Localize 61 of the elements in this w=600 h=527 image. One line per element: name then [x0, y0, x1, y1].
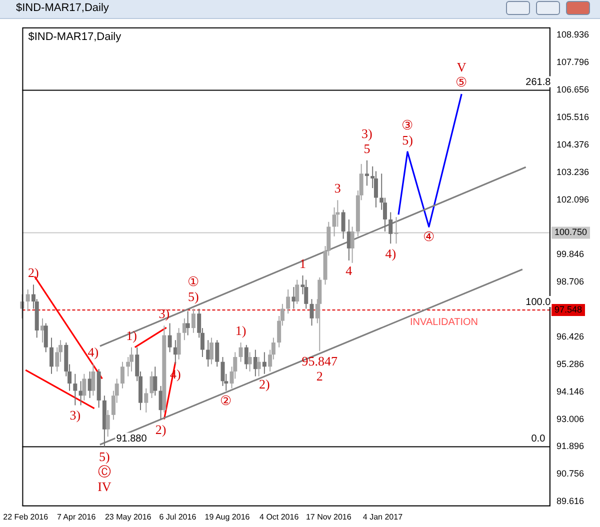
x-tick-label: 6 Jul 2016: [159, 512, 197, 522]
annotation: 1: [299, 256, 306, 271]
y-tick-label: 96.426: [556, 332, 584, 342]
annotation: 2): [155, 422, 166, 438]
ref-line-label: 100.750: [554, 227, 588, 238]
x-tick-label: 19 Aug 2016: [204, 512, 250, 522]
x-tick-label: 4 Jan 2017: [362, 512, 404, 522]
annotation: IV: [98, 479, 112, 494]
annotation: 3): [70, 408, 81, 423]
y-tick-label: 95.286: [556, 359, 584, 370]
annotation: ①: [187, 274, 200, 290]
annotation: 3: [334, 180, 341, 196]
annotation: 5: [364, 140, 370, 156]
y-tick-label: 107.796: [556, 57, 590, 68]
y-tick-label: 94.146: [556, 386, 584, 397]
y-tick-label: 91.896: [556, 440, 584, 451]
annotation: 261.8: [526, 76, 552, 88]
annotation: V: [456, 59, 467, 74]
candlestick: [394, 217, 398, 244]
y-tick-label: 99.846: [556, 249, 584, 260]
x-tick-label: 4 Oct 2016: [260, 512, 300, 522]
ref-line-label: 97.548: [554, 304, 582, 314]
x-tick-label: 7 Apr 2016: [56, 512, 96, 522]
annotation: 0.0: [531, 434, 546, 445]
annotation: INVALIDATION: [410, 316, 478, 328]
annotation: 100.0: [526, 296, 552, 308]
annotation: 4: [346, 262, 353, 278]
annotation: ②: [220, 393, 232, 408]
annotation: 1): [235, 322, 246, 338]
annotation: 3): [158, 306, 170, 322]
annotation: 5): [188, 289, 199, 304]
annotation: ④: [422, 229, 435, 244]
chart-title: $IND-MAR17,Daily: [28, 30, 122, 43]
annotation: 5): [99, 449, 110, 464]
y-tick-label: 103.236: [556, 167, 590, 178]
x-tick-label: 22 Feb 2016: [3, 512, 49, 522]
annotation: 2): [259, 376, 270, 392]
x-tick-label: 23 May 2016: [104, 512, 152, 522]
annotation: 4): [385, 246, 396, 262]
y-tick-label: 89.616: [556, 496, 584, 506]
annotation: 5): [402, 132, 413, 148]
chart-title: $IND-MAR17,Daily: [16, 2, 109, 14]
y-tick-label: 105.516: [556, 112, 590, 122]
y-tick-label: 108.936: [556, 30, 590, 40]
y-tick-label: 93.006: [556, 414, 584, 424]
annotation: 3): [362, 126, 372, 141]
y-tick-label: 104.376: [556, 140, 590, 150]
annotation: ③: [402, 117, 414, 132]
annotation: 91.880: [116, 434, 148, 445]
annotation: Ⓒ: [98, 464, 111, 480]
annotation: 2): [28, 265, 39, 280]
y-tick-label: 102.096: [556, 194, 590, 205]
annotation: ⑤: [456, 74, 468, 90]
y-tick-label: 98.706: [556, 276, 584, 287]
annotation: 95.847: [302, 353, 338, 368]
y-tick-label: 90.756: [556, 468, 584, 478]
x-tick-label: 17 Nov 2016: [306, 512, 352, 522]
annotation: 4): [88, 344, 99, 360]
annotation: 2: [316, 368, 323, 384]
annotation: 1): [126, 328, 137, 343]
y-tick-label: 106.656: [556, 84, 590, 95]
